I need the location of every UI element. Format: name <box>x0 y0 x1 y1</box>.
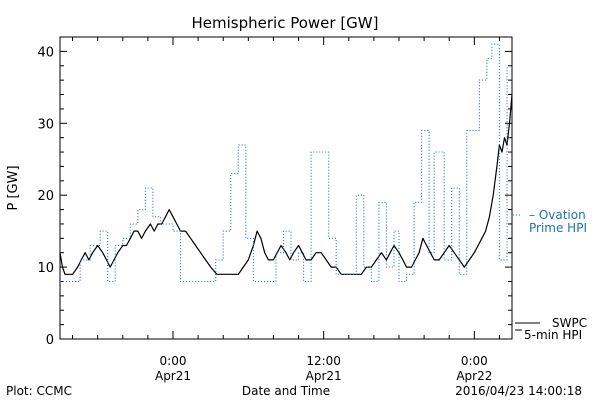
series-ovation-prime-hpi <box>60 43 508 283</box>
plot-credit: Plot: CCMC <box>6 384 72 398</box>
y-tick-label: 10 <box>37 261 54 276</box>
y-axis-ticks: 0 10 20 30 40 <box>37 36 512 348</box>
series-swpc-5min-hpi <box>59 94 513 275</box>
plot-timestamp: 2016/04/23 14:00:18 <box>455 384 582 398</box>
legend-swpc-label: SWPC <box>552 316 587 330</box>
x-axis-label: Date and Time <box>242 384 330 398</box>
y-tick-label: 20 <box>37 189 54 204</box>
x-tick-time-label: 0:00 <box>461 354 488 368</box>
y-tick-label: 40 <box>37 45 54 60</box>
x-axis-ticks: 0:00Apr2112:00Apr210:00Apr2212:00Apr220:… <box>72 37 500 383</box>
legend-ovation-label: – Ovation <box>529 208 586 222</box>
chart-title: Hemispheric Power [GW] <box>192 14 379 32</box>
legend-swpc-sublabel: 5-min HPI <box>524 328 582 342</box>
legend-ovation-sublabel: Prime HPI <box>529 221 587 235</box>
series-layer <box>59 43 513 283</box>
x-tick-time-label: 0:00 <box>160 354 187 368</box>
x-tick-time-label: 12:00 <box>306 354 341 368</box>
x-tick-date-label: Apr21 <box>306 369 342 383</box>
x-tick-date-label: Apr21 <box>155 369 191 383</box>
plot-area-frame <box>59 36 513 340</box>
y-axis-label: P [GW] <box>6 165 21 210</box>
y-tick-label: 30 <box>37 117 54 132</box>
y-tick-label: 0 <box>46 333 54 348</box>
x-tick-date-label: Apr22 <box>456 369 492 383</box>
